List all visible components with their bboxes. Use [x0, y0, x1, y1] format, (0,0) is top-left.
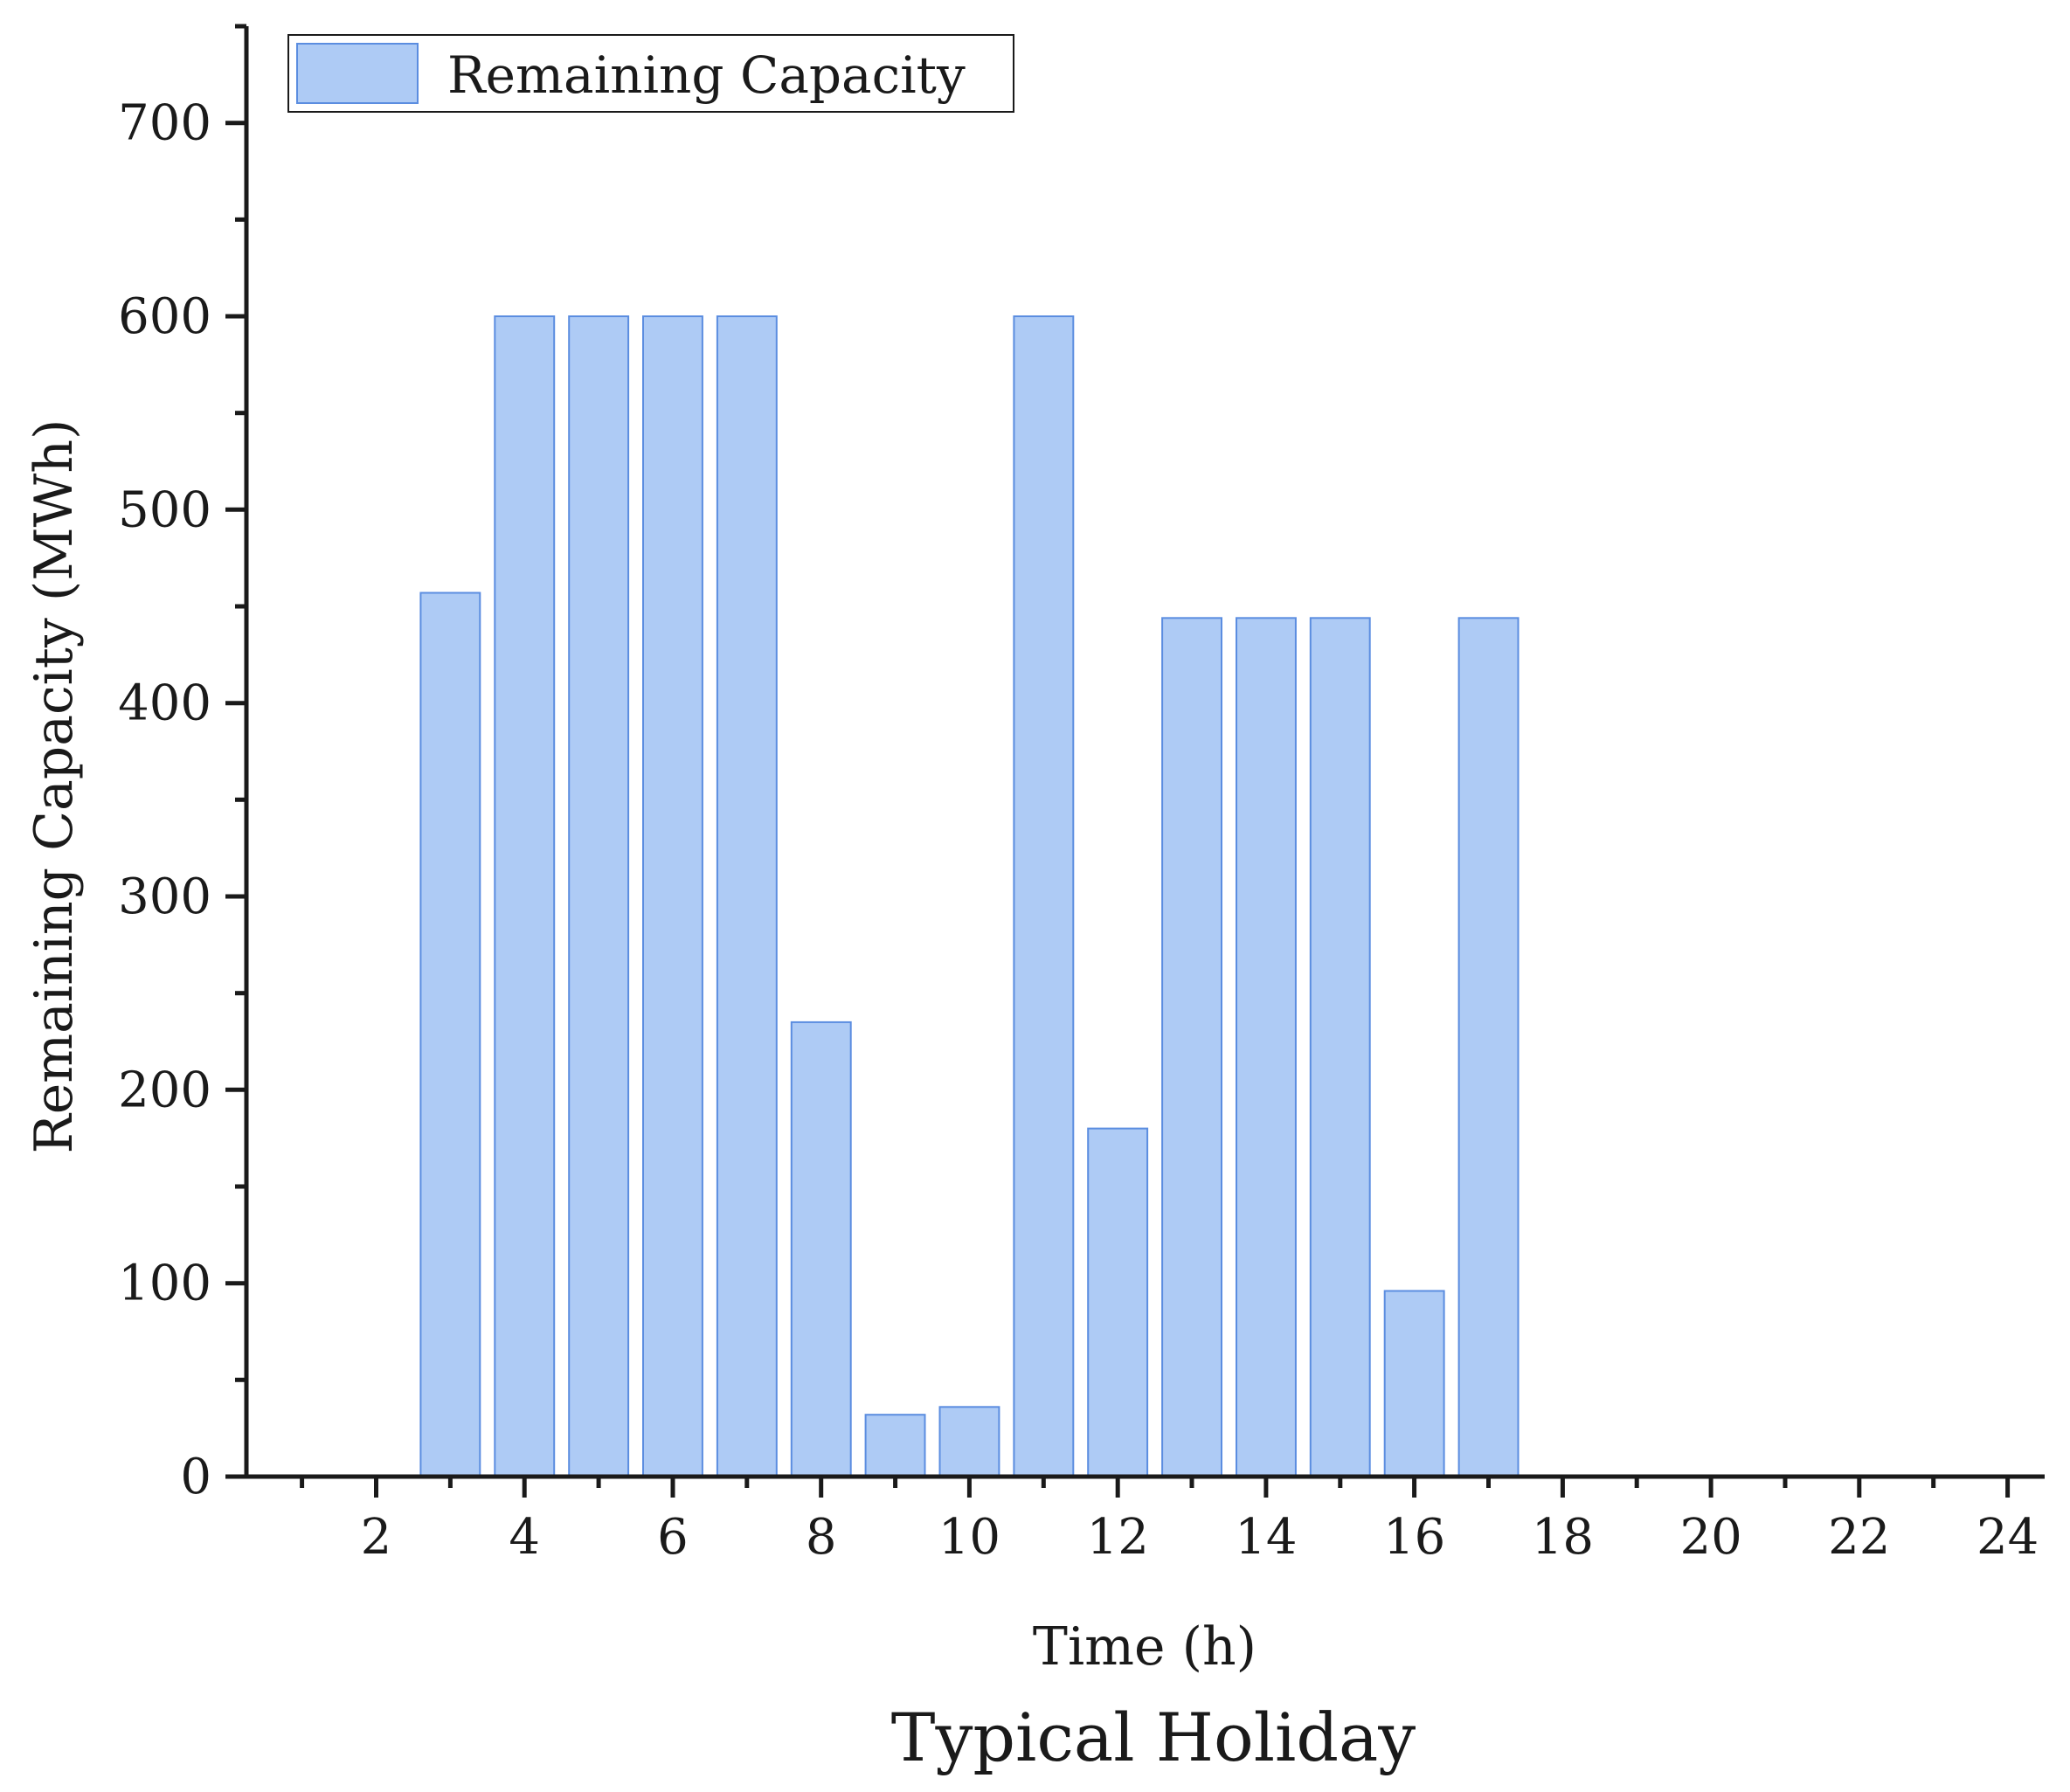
bars-layer	[419, 315, 1520, 1478]
x-tick-label: 22	[1828, 1509, 1890, 1566]
axes-layer	[244, 26, 2045, 1479]
y-tick-label: 700	[118, 95, 211, 152]
y-tick-label: 500	[118, 481, 211, 538]
x-tick-label: 10	[938, 1509, 1000, 1566]
x-tick-label: 4	[509, 1509, 540, 1566]
x-tick-label: 20	[1679, 1509, 1741, 1566]
bar-hour-9	[864, 1414, 926, 1477]
x-tick-label: 24	[1977, 1509, 2039, 1566]
y-tick-label: 300	[118, 868, 211, 925]
bar-hour-6	[642, 315, 703, 1477]
bar-hour-4	[494, 315, 556, 1477]
x-tick-label: 16	[1383, 1509, 1445, 1566]
legend-label: Remaining Capacity	[447, 45, 966, 105]
x-tick-label: 12	[1087, 1509, 1149, 1566]
x-tick-label: 6	[657, 1509, 689, 1566]
legend-swatch	[296, 43, 419, 104]
y-tick-label: 0	[180, 1449, 211, 1505]
bar-hour-10	[938, 1406, 1000, 1478]
bar-hour-12	[1087, 1127, 1149, 1477]
legend: Remaining Capacity	[287, 34, 1014, 113]
x-tick-label: 2	[361, 1509, 392, 1566]
bar-hour-17	[1457, 617, 1520, 1477]
chart-caption: Typical Holiday	[891, 1699, 1416, 1776]
bar-hour-11	[1013, 315, 1075, 1477]
bar-hour-5	[568, 315, 630, 1477]
bar-hour-14	[1236, 617, 1297, 1477]
y-tick-label: 600	[118, 288, 211, 345]
bar-hour-15	[1309, 617, 1371, 1477]
y-tick-label: 200	[118, 1062, 211, 1118]
y-tick-label: 400	[118, 675, 211, 732]
y-ticks: 0 100 200 300 400 500 600 700	[118, 24, 246, 1505]
x-tick-label: 18	[1532, 1509, 1594, 1566]
bar-hour-7	[716, 315, 778, 1477]
x-ticks: 2 4 6 8 10 12 14 16 18 20 22 24	[300, 1477, 2039, 1566]
x-axis-title: Time (h)	[1033, 1616, 1257, 1678]
bar-hour-3	[419, 592, 481, 1477]
x-tick-label: 14	[1235, 1509, 1297, 1566]
bar-hour-16	[1383, 1290, 1445, 1477]
y-axis-title: Remaining Capacity (MWh)	[24, 419, 85, 1154]
x-tick-label: 8	[806, 1509, 837, 1566]
bar-hour-13	[1161, 617, 1222, 1477]
bar-hour-8	[790, 1021, 852, 1477]
y-tick-label: 100	[118, 1256, 211, 1312]
